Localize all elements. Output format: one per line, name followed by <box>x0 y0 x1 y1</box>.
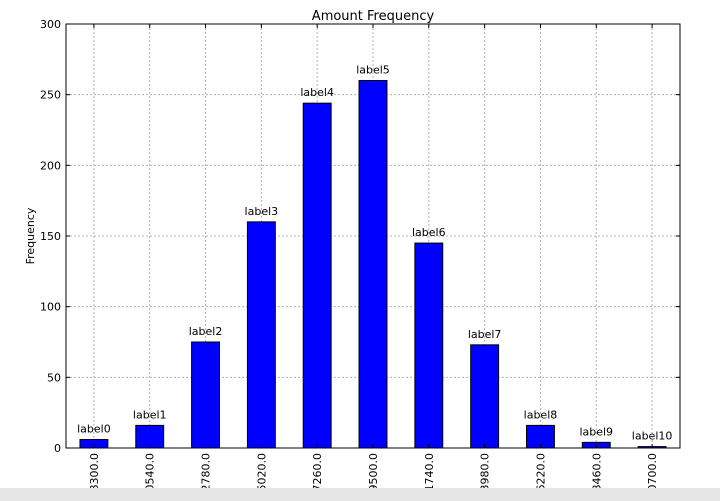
bar <box>358 80 388 449</box>
x-tick-label: )8300.0 <box>88 453 101 496</box>
data-label: label2 <box>189 325 223 338</box>
y-tick-label: 250 <box>40 89 61 102</box>
x-tick-label: !1740.0 <box>423 453 436 496</box>
data-label: label0 <box>77 423 111 436</box>
x-tick-label: .0540.0 <box>144 453 157 495</box>
x-tick-label: .9500.0 <box>367 453 380 495</box>
window-bottom-strip <box>0 488 720 501</box>
bar <box>414 242 444 449</box>
data-label: label5 <box>356 64 390 77</box>
y-tick-label: 150 <box>40 230 61 243</box>
x-tick-label: .7260.0 <box>311 453 324 495</box>
y-tick-label: 200 <box>40 159 61 172</box>
data-label: label9 <box>579 425 613 438</box>
bars <box>79 80 667 449</box>
y-axis-ticks: 0 50 100 150 200 250 300 <box>40 18 680 455</box>
data-labels: label0 label1 label2 label3 label4 label5 labe… <box>77 64 672 443</box>
data-label: label7 <box>468 328 502 341</box>
data-label: label10 <box>632 430 673 443</box>
y-tick-label: 300 <box>40 18 61 31</box>
chart-title: Amount Frequency <box>312 9 435 24</box>
data-label: label8 <box>524 408 558 421</box>
y-axis-label: Frequency <box>24 207 37 264</box>
bar <box>470 344 500 449</box>
y-tick-label: 100 <box>40 301 61 314</box>
bar <box>191 341 221 449</box>
data-label: label3 <box>245 205 279 218</box>
bar <box>246 221 276 449</box>
data-label: label1 <box>133 408 167 421</box>
x-tick-label: .2780.0 <box>200 453 213 495</box>
bar <box>302 102 332 449</box>
data-label: label4 <box>300 86 334 99</box>
x-tick-label: .5020.0 <box>255 453 268 495</box>
data-label: label6 <box>412 226 446 239</box>
y-tick-label: 50 <box>47 371 61 384</box>
y-tick-label: 0 <box>54 442 61 455</box>
x-tick-label: !3980.0 <box>479 453 492 496</box>
